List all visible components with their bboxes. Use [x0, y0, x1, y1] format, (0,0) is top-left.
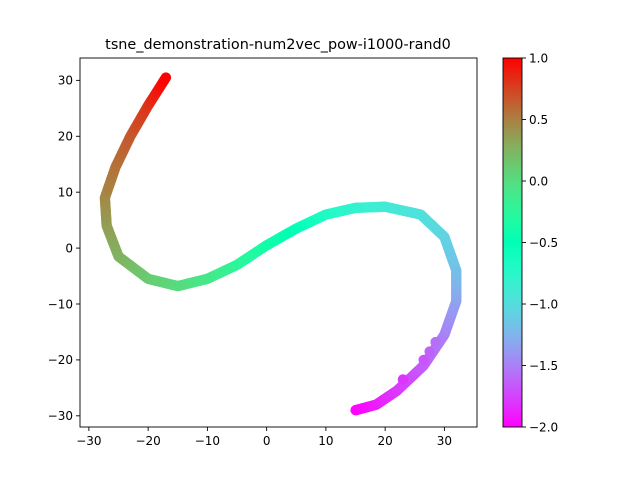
scatter-points	[99, 72, 462, 416]
data-point	[397, 374, 409, 385]
x-tick-label: −20	[135, 434, 160, 448]
x-tick-label: −30	[76, 434, 101, 448]
colorbar-ticks: −2.0 −1.5 −1.0 −0.5 0.0 0.5 1.0	[522, 51, 558, 434]
x-tick-label: 0	[263, 434, 271, 448]
colorbar-tick-label: −2.0	[529, 420, 558, 434]
y-axis: −30 −20 −10 0 10 20 30	[48, 74, 80, 423]
x-tick-label: 20	[378, 434, 393, 448]
y-tick-label: 10	[58, 185, 73, 199]
x-tick-label: 10	[318, 434, 333, 448]
colorbar-tick-label: −1.5	[529, 359, 558, 373]
colorbar: −2.0 −1.5 −1.0 −0.5 0.0 0.5 1.0	[502, 51, 558, 434]
y-tick-label: −20	[48, 353, 73, 367]
y-tick-label: 20	[58, 130, 73, 144]
data-point	[160, 72, 172, 83]
colorbar-tick-label: −1.0	[529, 297, 558, 311]
colorbar-tick-label: 1.0	[529, 51, 548, 65]
colorbar-tick-label: −0.5	[529, 236, 558, 250]
colorbar-tick-label: 0.5	[529, 113, 548, 127]
plot-frame	[79, 57, 478, 428]
y-tick-label: 0	[65, 241, 73, 255]
colorbar-tick-label: 0.0	[529, 174, 548, 188]
x-axis: −30 −20 −10 0 10 20 30	[76, 427, 452, 448]
y-tick-label: 30	[58, 74, 73, 88]
x-tick-label: 30	[437, 434, 452, 448]
data-point	[424, 346, 435, 357]
y-tick-label: −30	[48, 409, 73, 423]
chart-title: tsne_demonstration-num2vec_pow-i1000-ran…	[105, 37, 451, 53]
colorbar-gradient	[503, 58, 522, 427]
data-point	[430, 336, 441, 348]
x-tick-label: −10	[195, 434, 220, 448]
data-point	[418, 354, 429, 366]
y-tick-label: −10	[48, 297, 73, 311]
